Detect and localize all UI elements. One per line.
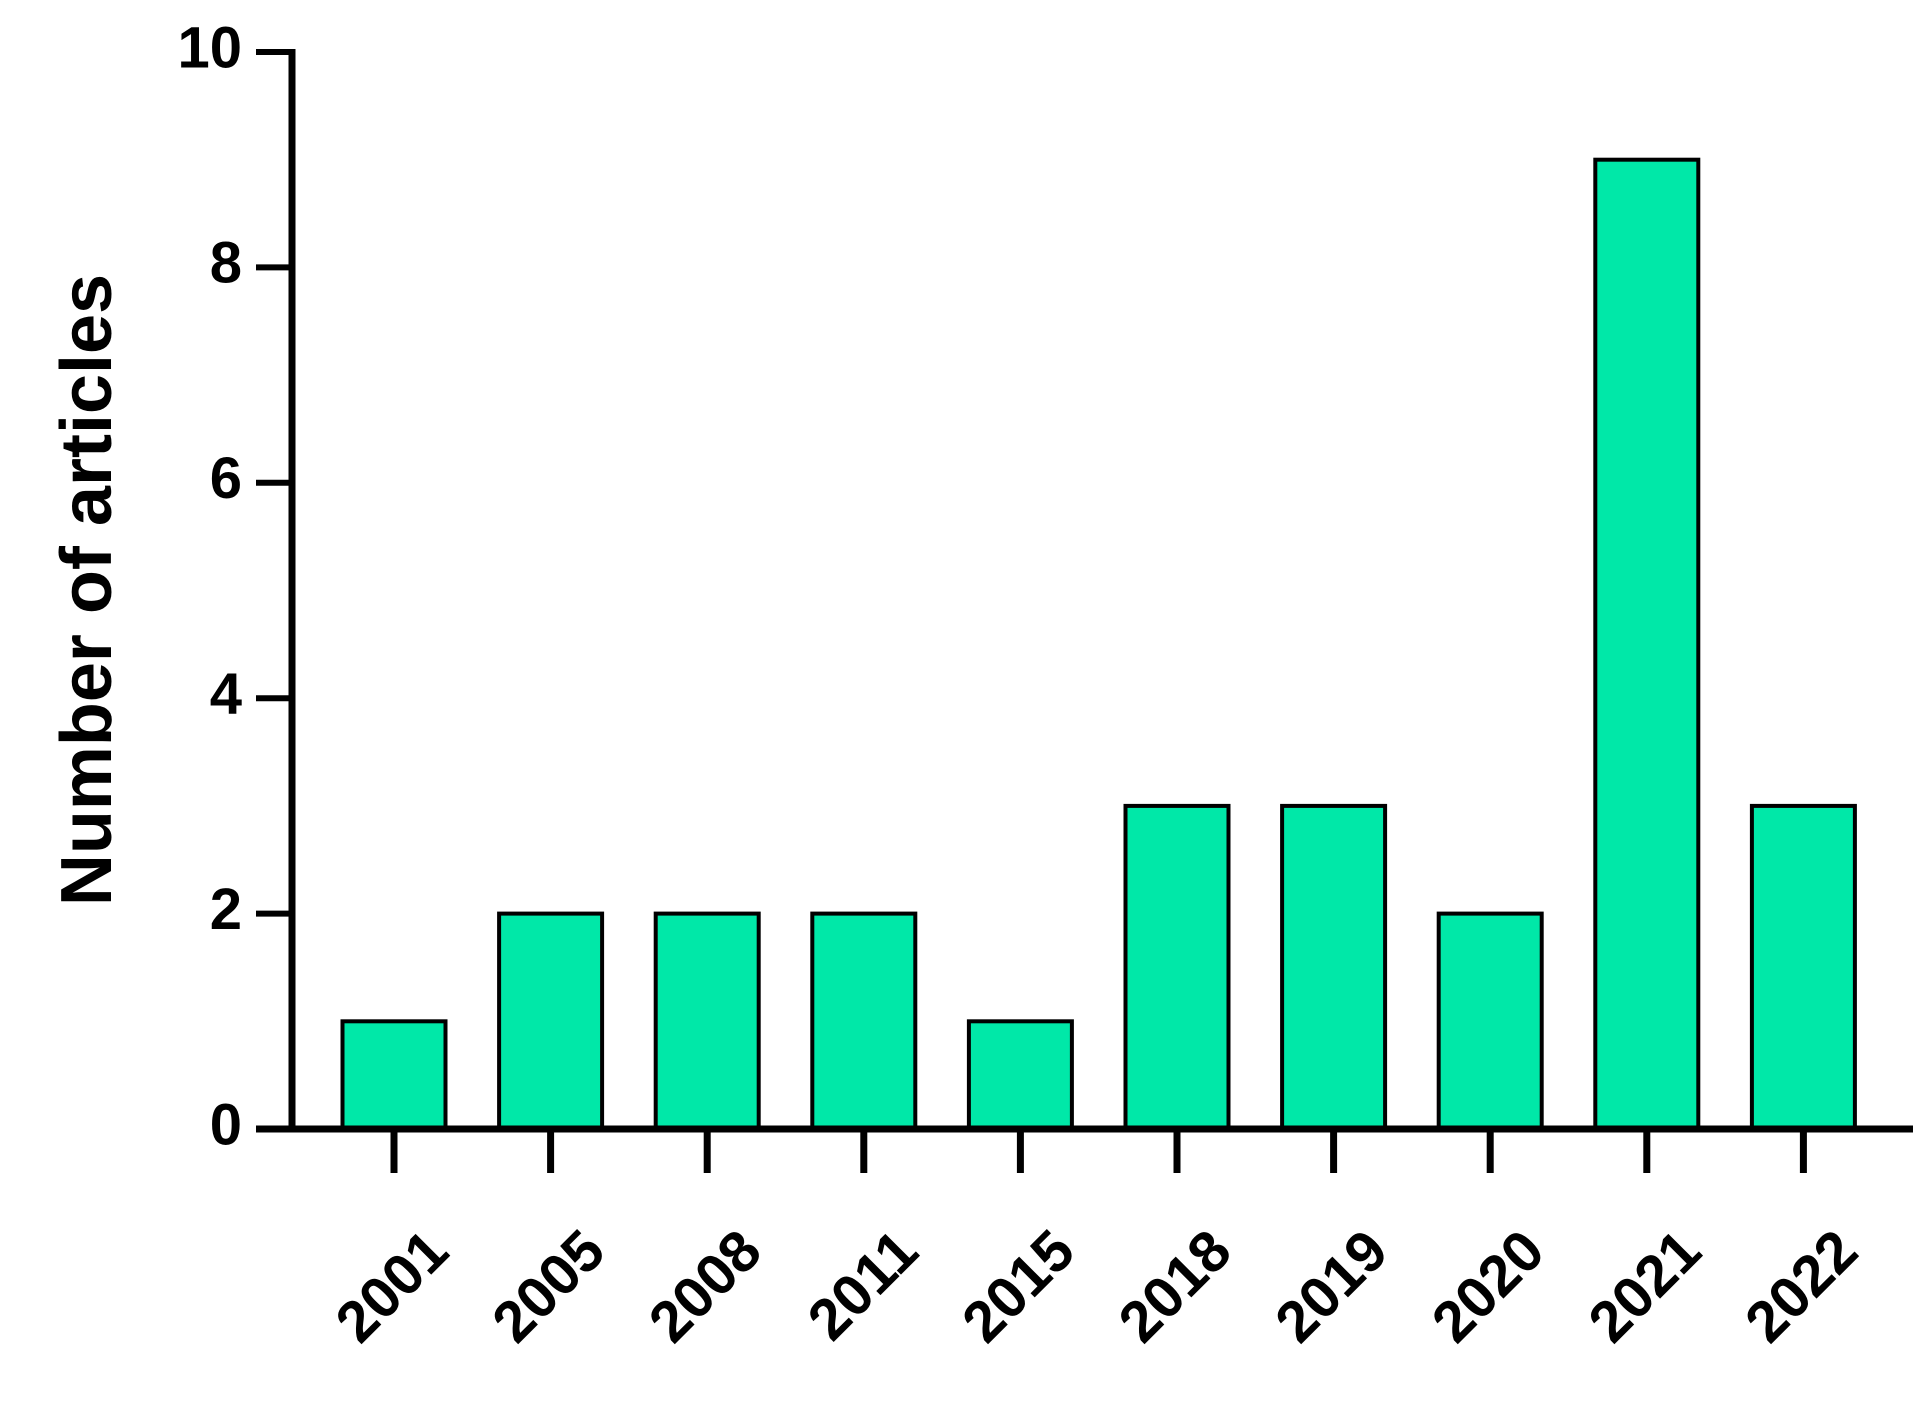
bar	[653, 911, 761, 1131]
bar	[497, 911, 605, 1131]
y-tick-label: 0	[210, 1092, 242, 1157]
bar	[1593, 157, 1701, 1131]
bar	[340, 1019, 448, 1131]
bar	[1123, 803, 1231, 1132]
x-tick-label: 2020	[1420, 1218, 1557, 1355]
y-tick-label: 2	[210, 877, 242, 942]
x-tick-label: 2022	[1733, 1218, 1870, 1355]
y-tick-label: 6	[210, 446, 242, 511]
x-tick-label: 2001	[323, 1218, 460, 1355]
x-tick-label: 2015	[950, 1218, 1087, 1355]
bar	[1436, 911, 1544, 1131]
bar	[1280, 803, 1388, 1132]
y-tick-label: 4	[210, 662, 242, 727]
x-tick-label: 2005	[480, 1218, 617, 1355]
y-tick-label: 10	[177, 15, 242, 80]
x-tick-label: 2018	[1106, 1218, 1243, 1355]
bar	[810, 911, 918, 1131]
x-tick-label: 2019	[1263, 1218, 1400, 1355]
y-tick-label: 8	[210, 231, 242, 296]
y-axis-title: Number of articles	[47, 274, 127, 906]
bar	[1749, 803, 1857, 1132]
bar	[966, 1019, 1074, 1131]
x-tick-label: 2021	[1576, 1218, 1713, 1355]
x-tick-label: 2008	[637, 1218, 774, 1355]
x-tick-label: 2011	[795, 1218, 930, 1353]
